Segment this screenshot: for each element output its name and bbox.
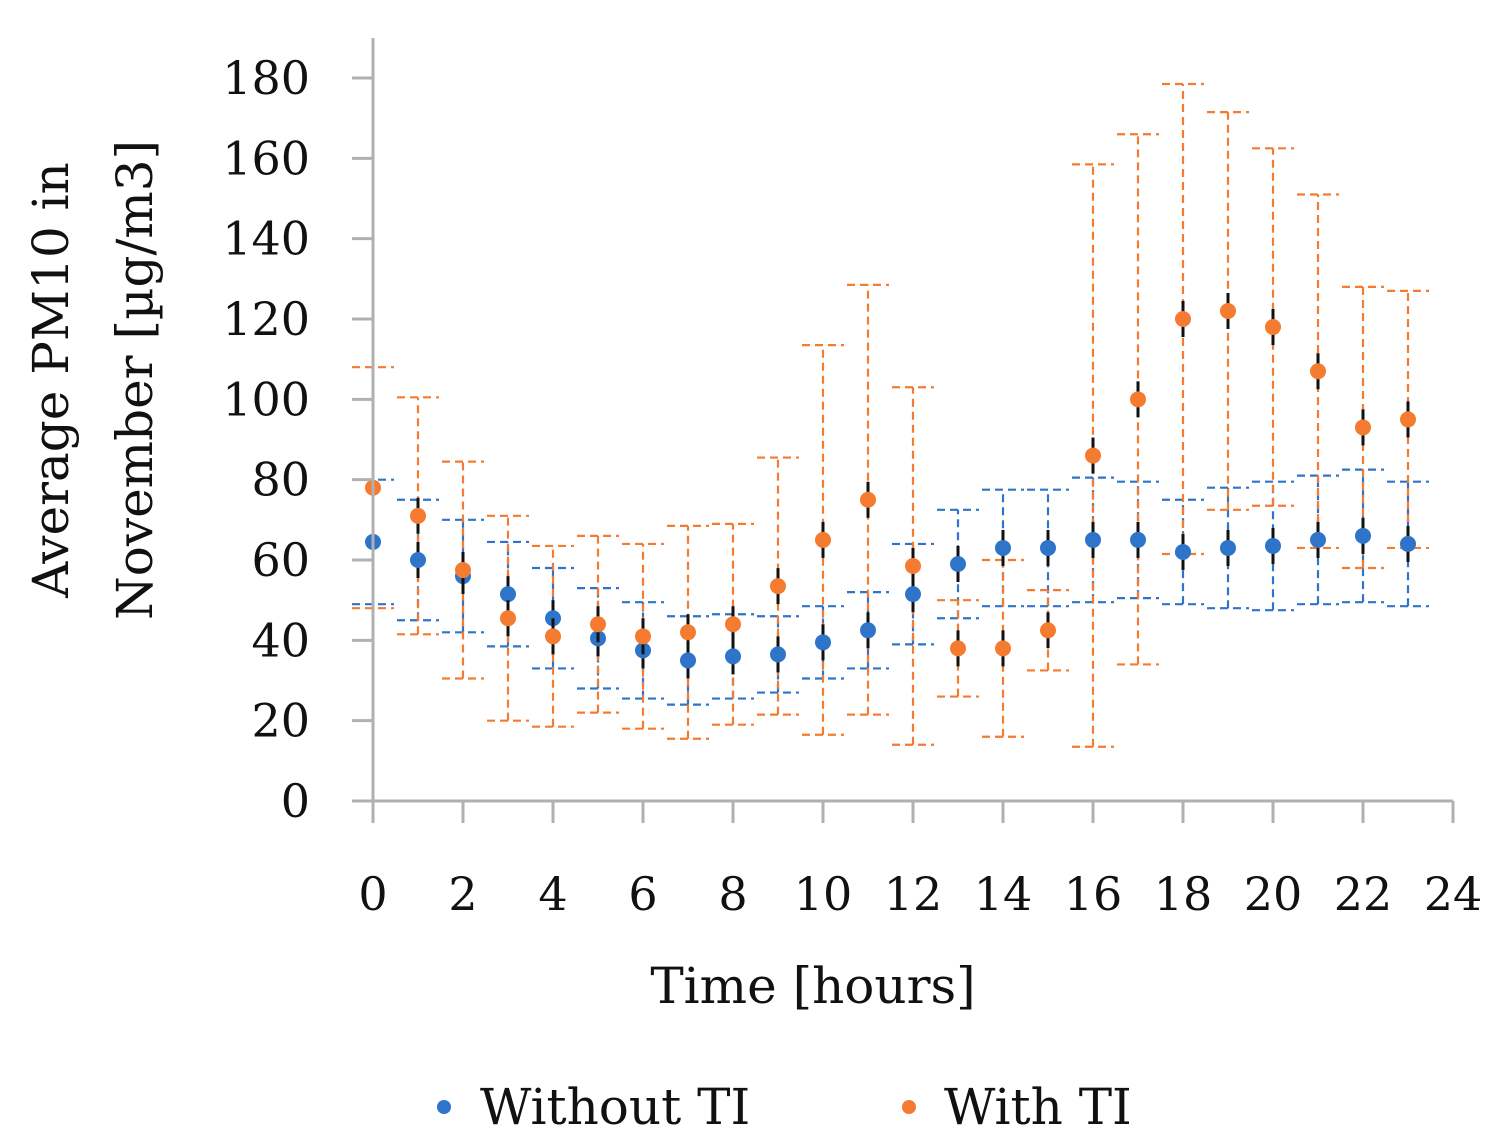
data-point-with-ti <box>725 616 741 633</box>
data-point-with-ti <box>1040 622 1056 639</box>
y-axis-title-line-2: November [µg/m3] <box>106 140 164 620</box>
y-tick-label: 60 <box>251 533 310 587</box>
data-point-without-ti <box>1400 535 1416 552</box>
data-point-without-ti <box>1175 543 1191 560</box>
error-bars <box>352 82 1429 748</box>
data-point-with-ti <box>1175 311 1191 327</box>
data-point-with-ti <box>410 507 426 524</box>
data-point-without-ti <box>725 648 741 665</box>
y-tick-label: 120 <box>222 292 310 346</box>
data-point-with-ti <box>815 531 831 548</box>
x-tick-label: 4 <box>538 867 567 921</box>
x-tick-label: 8 <box>718 867 747 921</box>
data-point-without-ti <box>860 622 876 639</box>
data-point-without-ti <box>500 586 516 603</box>
x-tick-label: 20 <box>1244 867 1303 921</box>
x-tick-label: 10 <box>794 867 853 921</box>
data-point-with-ti <box>680 624 696 641</box>
data-point-with-ti <box>860 491 876 508</box>
data-point-with-ti <box>635 628 651 645</box>
data-point-without-ti <box>410 552 426 568</box>
x-tick-label: 16 <box>1064 867 1123 921</box>
y-tick-label: 180 <box>222 51 310 105</box>
data-point-with-ti <box>1400 411 1416 428</box>
data-point-without-ti <box>815 634 831 651</box>
y-tick-label: 80 <box>251 453 310 507</box>
data-point-with-ti <box>770 578 786 595</box>
y-tick-label: 100 <box>222 372 310 426</box>
x-tick-label: 2 <box>448 867 477 921</box>
data-point-without-ti <box>1355 527 1371 544</box>
x-tick-label: 12 <box>884 867 943 921</box>
data-point-with-ti <box>1355 419 1371 436</box>
data-point-with-ti <box>905 558 921 575</box>
data-point-without-ti <box>680 652 696 669</box>
y-tick-label: 160 <box>222 131 310 185</box>
x-tick-label: 18 <box>1154 867 1213 921</box>
y-axis-title-line-1: Average PM10 in <box>22 162 80 599</box>
y-tick-label: 40 <box>251 613 310 667</box>
data-points <box>365 292 1416 679</box>
data-point-with-ti <box>1265 319 1281 336</box>
x-tick-label: 14 <box>974 867 1033 921</box>
data-point-without-ti <box>950 556 966 573</box>
legend-marker-with-ti <box>902 1100 916 1114</box>
x-axis-title: Time [hours] <box>650 957 975 1015</box>
data-point-with-ti <box>1130 391 1146 408</box>
data-point-with-ti <box>1220 302 1236 319</box>
y-axis-title: Average PM10 in November [µg/m3] <box>22 140 164 620</box>
legend-label-without-ti: Without TI <box>480 1078 750 1136</box>
data-point-without-ti <box>905 586 921 603</box>
legend: Without TI With TI <box>437 1078 1132 1136</box>
data-point-without-ti <box>1130 531 1146 548</box>
data-point-without-ti <box>1040 539 1056 556</box>
x-tick-label: 6 <box>628 867 657 921</box>
data-point-without-ti <box>1265 537 1281 554</box>
x-tick-label: 22 <box>1334 867 1393 921</box>
data-point-with-ti <box>1310 363 1326 380</box>
data-point-without-ti <box>1310 531 1326 548</box>
data-point-without-ti <box>1085 531 1101 548</box>
y-tick-label: 0 <box>281 774 310 828</box>
data-point-with-ti <box>500 610 516 627</box>
data-point-without-ti <box>1220 539 1236 556</box>
legend-label-with-ti: With TI <box>944 1078 1132 1136</box>
data-point-with-ti <box>455 562 471 579</box>
y-tick-label: 140 <box>222 212 310 266</box>
x-tick-label: 24 <box>1424 867 1483 921</box>
data-point-with-ti <box>545 628 561 645</box>
legend-marker-without-ti <box>437 1100 451 1114</box>
data-point-without-ti <box>770 646 786 663</box>
y-tick-label: 20 <box>251 694 310 748</box>
data-point-without-ti <box>545 610 561 627</box>
data-point-with-ti <box>950 640 966 657</box>
x-tick-label: 0 <box>358 867 387 921</box>
data-point-with-ti <box>590 616 606 633</box>
data-point-without-ti <box>995 539 1011 556</box>
data-point-with-ti <box>995 640 1011 657</box>
data-point-with-ti <box>1085 447 1101 464</box>
